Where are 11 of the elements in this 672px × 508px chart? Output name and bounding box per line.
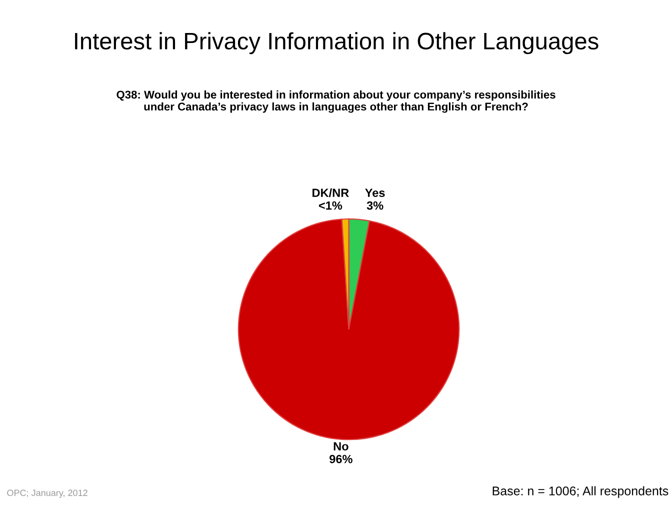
data-label: 3%: [366, 201, 384, 210]
text: Base: n = 1006; All respondents: [492, 486, 668, 498]
text: OPC; January, 2012: [7, 490, 88, 498]
chart-title: Interest in Privacy Information in Other Languages: [75, 32, 598, 54]
pie-slice: [238, 218, 460, 440]
slice-label: No: [334, 442, 348, 451]
chart-subtitle: Q38: Would you be interested in information about your company’s responsibilities under Canada’s privacy laws in languages other than English or French?: [116, 90, 556, 113]
data-label: 96%: [330, 454, 352, 464]
slice-label: Yes: [365, 188, 385, 197]
data-label: <1%: [318, 201, 342, 210]
slice-label: DK/NR: [312, 188, 349, 198]
